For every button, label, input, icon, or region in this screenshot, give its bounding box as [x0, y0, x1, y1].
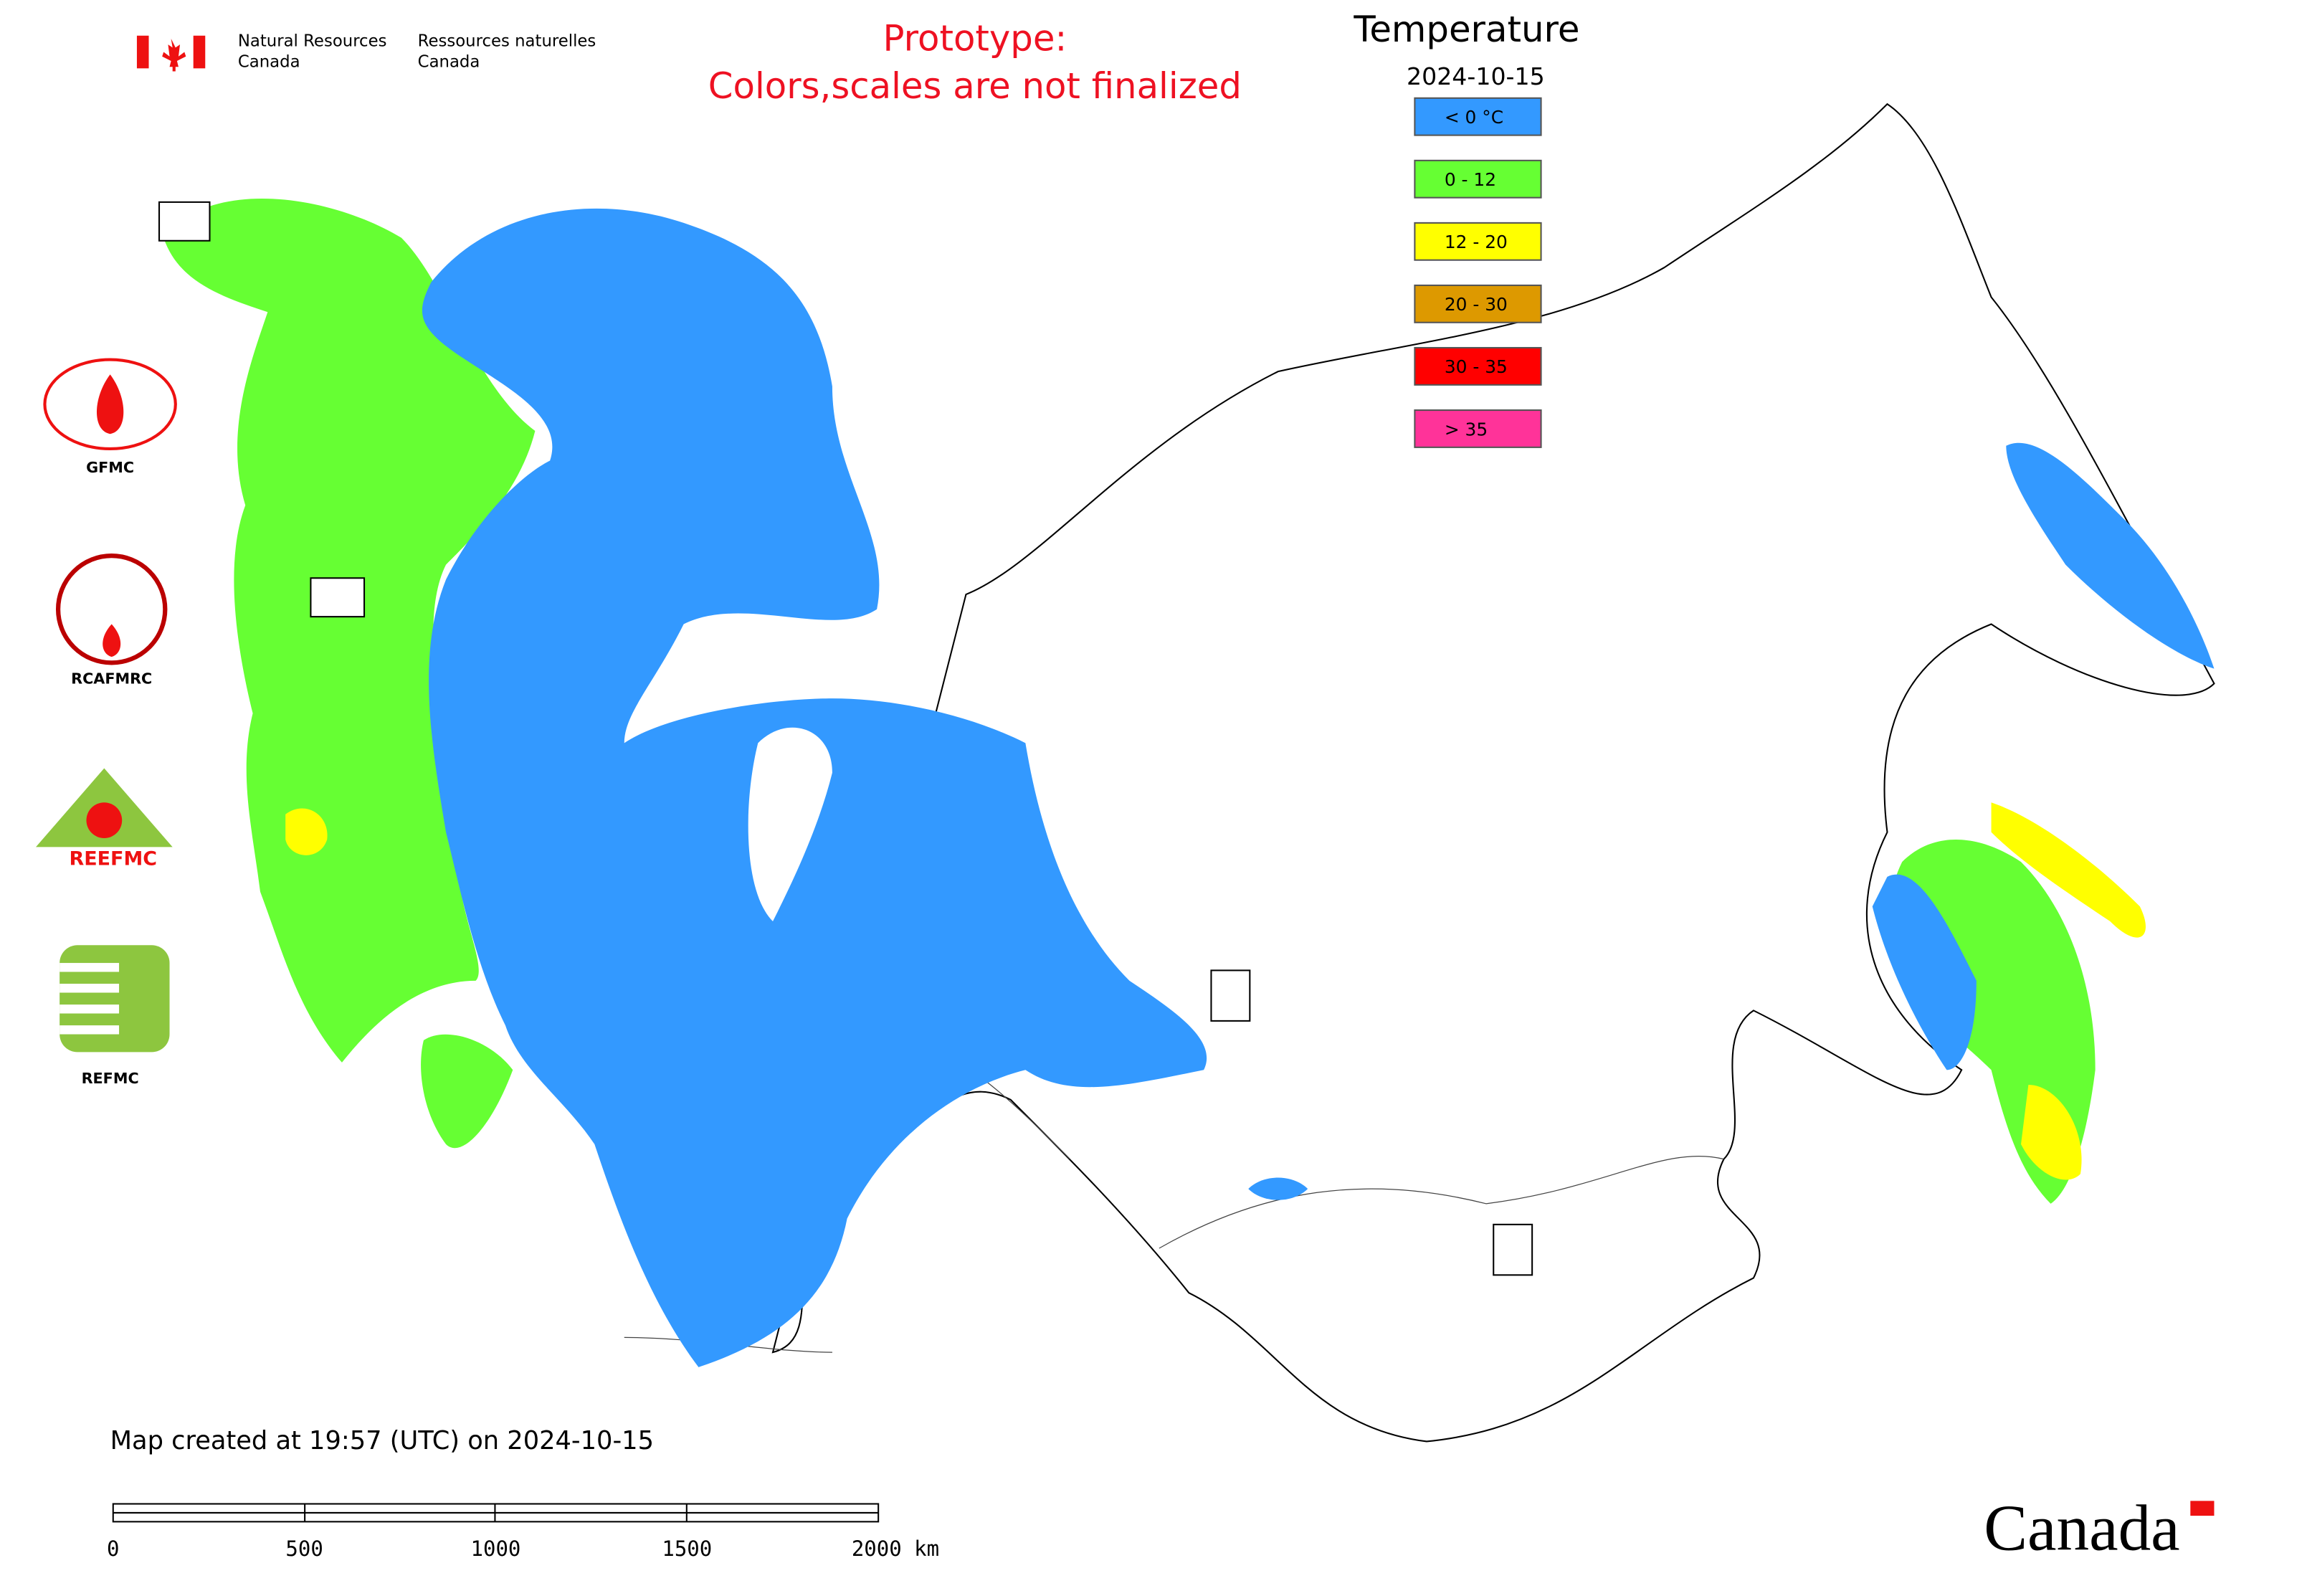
canada-flag — [136, 35, 206, 72]
agency-fr: Canada — [418, 52, 480, 71]
logos: GFMC RCAFMRC REEFMC REFMC — [35, 201, 1533, 1276]
scale-label: 2000 km — [852, 1536, 939, 1561]
legend-date: 2024-10-15 — [1407, 62, 1545, 90]
wordmark-flag — [2190, 1501, 2215, 1516]
legend: < 0 °C 0 - 12 12 - 20 20 - 30 30 - 35 > 35 — [1414, 97, 1542, 448]
scale-bar — [112, 1503, 880, 1523]
legend-label: 20 - 30 — [1445, 294, 1508, 315]
legend-swatch — [1414, 284, 1542, 323]
notice: Colors,scales are not finalized — [708, 65, 1242, 107]
legend-label: 0 - 12 — [1445, 169, 1496, 190]
legend-title: Temperature — [1353, 9, 1579, 50]
scale-label: 0 — [107, 1536, 119, 1561]
agency-en: Canada — [238, 52, 300, 71]
legend-label: < 0 °C — [1445, 107, 1503, 128]
logo-label: GFMC — [86, 459, 134, 476]
legend-swatch — [1414, 409, 1542, 448]
logo-label: REEFMC — [70, 847, 158, 870]
created-note: Map created at 19:57 (UTC) on 2024-10-15 — [110, 1426, 654, 1455]
scale-label: 1000 — [471, 1536, 521, 1561]
scale-label: 500 — [285, 1536, 323, 1561]
scale-labels: 0 500 1000 1500 2000 km — [107, 1536, 939, 1561]
legend-swatch — [1414, 97, 1542, 136]
legend-label: 12 - 20 — [1445, 232, 1508, 252]
agency-fr: Ressources naturelles — [418, 32, 596, 50]
map — [163, 103, 2215, 1443]
legend-swatch — [1414, 346, 1542, 386]
legend-swatch — [1414, 159, 1542, 199]
legend-label: > 35 — [1445, 419, 1488, 440]
legend-label: 30 - 35 — [1445, 356, 1508, 377]
legend-swatch — [1414, 222, 1542, 261]
scale-label: 1500 — [662, 1536, 712, 1561]
logo-label: REFMC — [82, 1070, 139, 1087]
logo-label: RCAFMRC — [71, 670, 152, 687]
canada-wordmark: Canada — [1984, 1492, 2179, 1564]
agency-en: Natural Resources — [238, 32, 387, 50]
notice: Prototype: — [883, 17, 1067, 59]
